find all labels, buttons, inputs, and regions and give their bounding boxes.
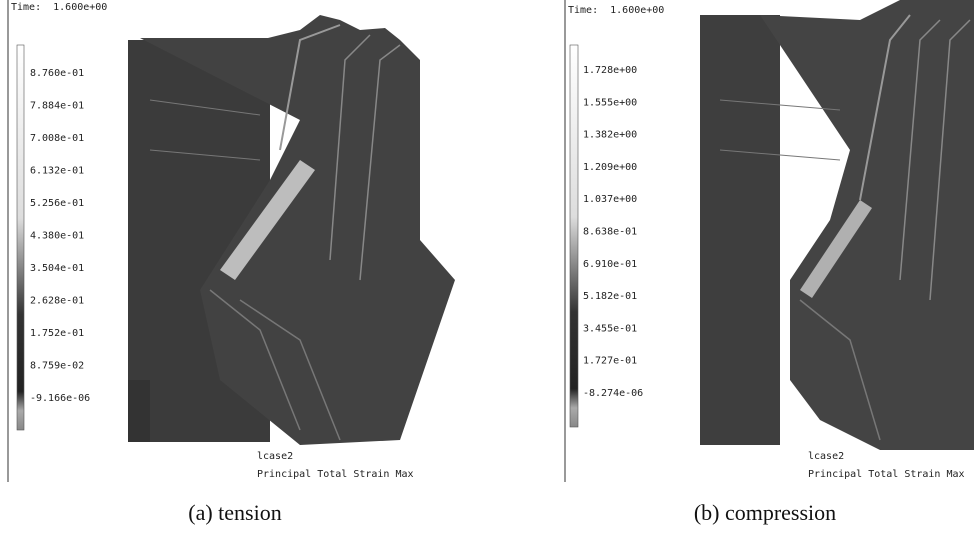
result-label: Principal Total Strain Max bbox=[257, 469, 414, 480]
legend-label: 6.132e-01 bbox=[30, 166, 84, 177]
legend-label: 8.759e-02 bbox=[30, 361, 84, 372]
legend-label: 3.504e-01 bbox=[30, 263, 84, 274]
legend-label: 3.455e-01 bbox=[583, 323, 637, 334]
legend-label: 1.382e+00 bbox=[583, 130, 637, 141]
legend-label: 1.209e+00 bbox=[583, 162, 637, 173]
legend-label: 8.638e-01 bbox=[583, 227, 637, 238]
figure: Time: 1.600e+00 8.760e-01 7.884e-01 7.008e-… bbox=[0, 0, 974, 534]
legend-label: -9.166e-06 bbox=[30, 393, 90, 404]
legend-label: -8.274e-06 bbox=[583, 388, 643, 399]
legend-label: 8.760e-01 bbox=[30, 68, 84, 79]
time-label: Time: 1.600e+00 bbox=[568, 5, 664, 16]
caption: (a) tension bbox=[188, 500, 281, 525]
legend-label: 7.008e-01 bbox=[30, 133, 84, 144]
legend-label: 2.628e-01 bbox=[30, 296, 84, 307]
case-label: lcase2 bbox=[257, 451, 293, 462]
legend-label: 1.555e+00 bbox=[583, 97, 637, 108]
legend-label: 6.910e-01 bbox=[583, 259, 637, 270]
legend-label: 5.256e-01 bbox=[30, 198, 84, 209]
legend-label: 1.037e+00 bbox=[583, 194, 637, 205]
legend-label: 4.380e-01 bbox=[30, 231, 84, 242]
legend-label: 7.884e-01 bbox=[30, 101, 84, 112]
caption: (b) compression bbox=[694, 500, 836, 525]
case-label: lcase2 bbox=[808, 451, 844, 462]
legend-label: 1.727e-01 bbox=[583, 356, 637, 367]
legend-label: 1.752e-01 bbox=[30, 328, 84, 339]
mesh bbox=[128, 15, 455, 445]
mesh bbox=[700, 0, 974, 450]
legend-label: 1.728e+00 bbox=[583, 65, 637, 76]
colorbar bbox=[570, 45, 578, 427]
result-label: Principal Total Strain Max bbox=[808, 469, 965, 480]
legend-label: 5.182e-01 bbox=[583, 291, 637, 302]
colorbar bbox=[17, 45, 24, 430]
time-label: Time: 1.600e+00 bbox=[11, 2, 107, 13]
